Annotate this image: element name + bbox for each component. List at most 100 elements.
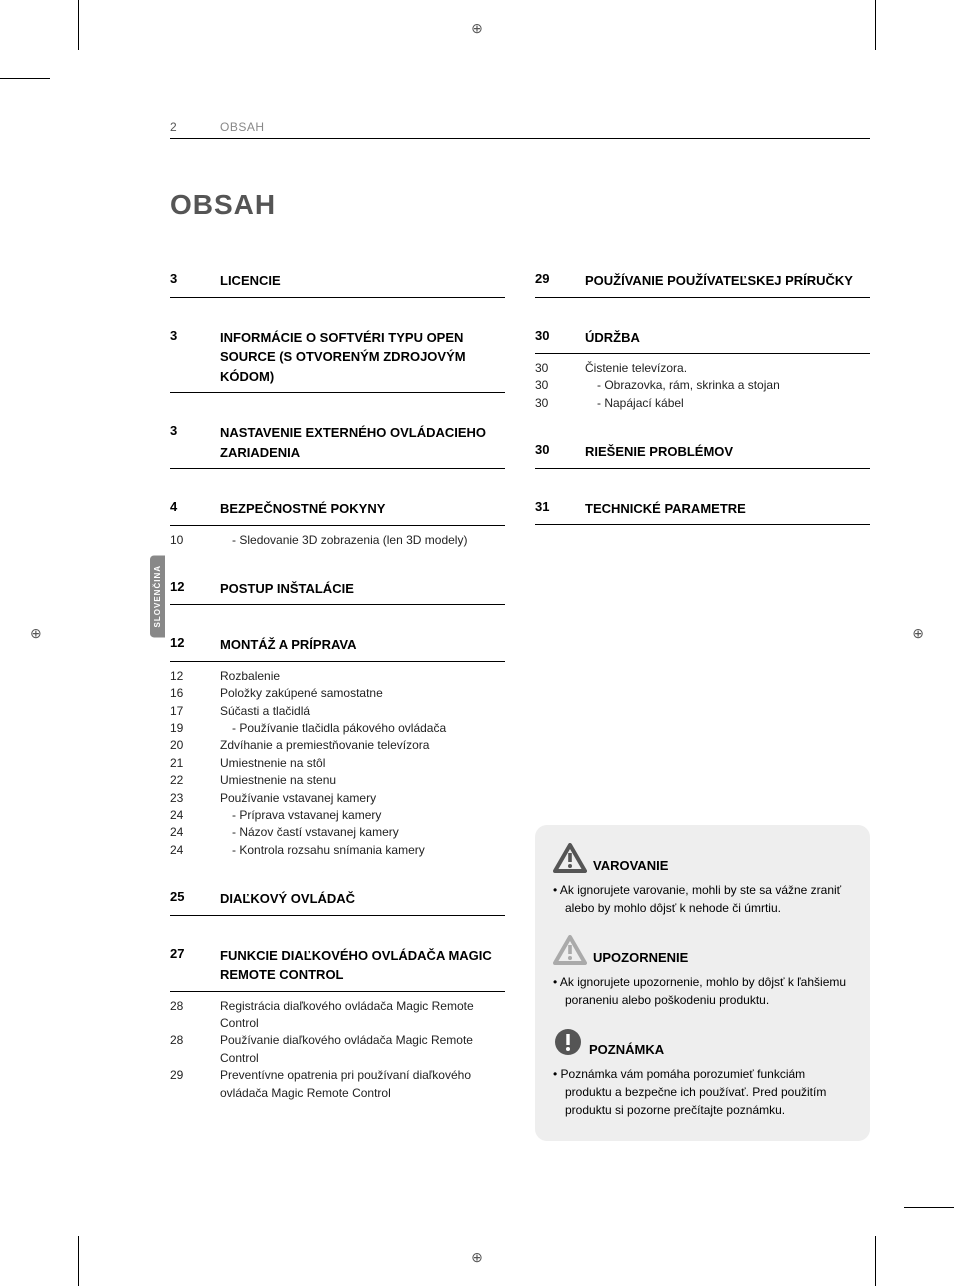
- toc-subitem-page: 17: [170, 703, 220, 720]
- toc-section-heading: 25DIAĽKOVÝ OVLÁDAČ: [170, 889, 505, 916]
- toc-section-title: LICENCIE: [220, 271, 281, 291]
- language-tab: SLOVENČINA: [150, 555, 165, 637]
- toc-section-heading: 12MONTÁŽ A PRÍPRAVA: [170, 635, 505, 662]
- warning-text: Ak ignorujete varovanie, mohli by ste sa…: [553, 881, 852, 917]
- toc-section-page: 25: [170, 889, 220, 909]
- toc-section-heading: 3NASTAVENIE EXTERNÉHO OVLÁDACIEHO ZARIAD…: [170, 423, 505, 469]
- crop-mark: [78, 1236, 79, 1286]
- caution-text: Ak ignorujete upozornenie, mohlo by dôjs…: [553, 973, 852, 1009]
- toc-subitem: 28Používanie diaľkového ovládača Magic R…: [170, 1032, 505, 1067]
- caution-icon: [553, 935, 587, 965]
- note-text: Poznámka vám pomáha porozumieť funkciám …: [553, 1065, 852, 1119]
- toc-subitem: 20Zdvíhanie a premiestňovanie televízora: [170, 737, 505, 754]
- crop-mark: [875, 0, 876, 50]
- crop-mark: [904, 1207, 954, 1208]
- toc-section-page: 31: [535, 499, 585, 519]
- toc-section: 29POUŽÍVANIE POUŽÍVATEĽSKEJ PRÍRUČKY: [535, 271, 870, 298]
- toc-section: 3LICENCIE: [170, 271, 505, 298]
- toc-subitem-title: Používanie vstavanej kamery: [220, 790, 505, 807]
- toc-section-heading: 31TECHNICKÉ PARAMETRE: [535, 499, 870, 526]
- toc-subitem-page: 30: [535, 377, 585, 394]
- toc-subitem: 19Používanie tlačidla pákového ovládača: [170, 720, 505, 737]
- toc-subitem: 12Rozbalenie: [170, 668, 505, 685]
- toc-subitem-title: Kontrola rozsahu snímania kamery: [220, 842, 505, 859]
- toc-section-title: INFORMÁCIE O SOFTVÉRI TYPU OPEN SOURCE (…: [220, 328, 505, 387]
- toc-section-title: MONTÁŽ A PRÍPRAVA: [220, 635, 357, 655]
- toc-subitem-title: Čistenie televízora.: [585, 360, 870, 377]
- toc-section-title: BEZPEČNOSTNÉ POKYNY: [220, 499, 385, 519]
- toc-right-column: 29POUŽÍVANIE POUŽÍVATEĽSKEJ PRÍRUČKY 30ÚD…: [535, 271, 870, 1141]
- toc-section-heading: 3LICENCIE: [170, 271, 505, 298]
- toc-subitem-title: Súčasti a tlačidlá: [220, 703, 505, 720]
- toc-section-page: 3: [170, 271, 220, 291]
- toc-subitem-page: 22: [170, 772, 220, 789]
- note-title: POZNÁMKA: [589, 1042, 664, 1057]
- toc-columns: 3LICENCIE3INFORMÁCIE O SOFTVÉRI TYPU OPE…: [170, 271, 870, 1141]
- caution-block: UPOZORNENIE Ak ignorujete upozornenie, m…: [553, 935, 852, 1009]
- crop-mark: [78, 0, 79, 50]
- toc-section: 12MONTÁŽ A PRÍPRAVA 12Rozbalenie16Položky…: [170, 635, 505, 859]
- note-icon: [553, 1027, 583, 1057]
- toc-section: 27FUNKCIE DIAĽKOVÉHO OVLÁDAČA MAGIC REMO…: [170, 946, 505, 1102]
- toc-section-title: RIEŠENIE PROBLÉMOV: [585, 442, 733, 462]
- toc-section: 4BEZPEČNOSTNÉ POKYNY10Sledovanie 3D zobr…: [170, 499, 505, 549]
- registration-mark-right: ⊕: [912, 625, 924, 642]
- toc-section: 3NASTAVENIE EXTERNÉHO OVLÁDACIEHO ZARIAD…: [170, 423, 505, 469]
- toc-subitem-page: 10: [170, 532, 220, 549]
- toc-subitem-title: Sledovanie 3D zobrazenia (len 3D modely): [220, 532, 505, 549]
- toc-section-heading: 4BEZPEČNOSTNÉ POKYNY: [170, 499, 505, 526]
- toc-subitem-title: Názov častí vstavanej kamery: [220, 824, 505, 841]
- toc-subitem-page: 19: [170, 720, 220, 737]
- toc-subitem-title: Používanie diaľkového ovládača Magic Rem…: [220, 1032, 505, 1067]
- toc-section-title: POUŽÍVANIE POUŽÍVATEĽSKEJ PRÍRUČKY: [585, 271, 853, 291]
- toc-subitem: 23Používanie vstavanej kamery: [170, 790, 505, 807]
- toc-subitem-page: 30: [535, 395, 585, 412]
- toc-subitem-page: 28: [170, 998, 220, 1033]
- toc-subitem-page: 24: [170, 842, 220, 859]
- toc-subitem-page: 29: [170, 1067, 220, 1102]
- toc-subitem-page: 20: [170, 737, 220, 754]
- note-block: POZNÁMKA Poznámka vám pomáha porozumieť …: [553, 1027, 852, 1119]
- toc-subitem-title: Položky zakúpené samostatne: [220, 685, 505, 702]
- toc-section-page: 30: [535, 328, 585, 348]
- toc-section-title: POSTUP INŠTALÁCIE: [220, 579, 354, 599]
- registration-mark-top: ⊕: [471, 20, 483, 37]
- toc-section-title: DIAĽKOVÝ OVLÁDAČ: [220, 889, 355, 909]
- toc-subitem-title: Rozbalenie: [220, 668, 505, 685]
- toc-subitem: 30Čistenie televízora.: [535, 360, 870, 377]
- crop-mark: [875, 1236, 876, 1286]
- toc-section-heading: 30ÚDRŽBA: [535, 328, 870, 355]
- toc-subitem-page: 24: [170, 807, 220, 824]
- toc-subitem-title: Zdvíhanie a premiestňovanie televízora: [220, 737, 505, 754]
- toc-subitem: 24Názov častí vstavanej kamery: [170, 824, 505, 841]
- toc-section-title: TECHNICKÉ PARAMETRE: [585, 499, 746, 519]
- caution-title: UPOZORNENIE: [593, 950, 688, 965]
- toc-section-page: 3: [170, 328, 220, 387]
- registration-mark-bottom: ⊕: [471, 1249, 483, 1266]
- registration-mark-left: ⊕: [30, 625, 42, 642]
- toc-subitem-page: 21: [170, 755, 220, 772]
- notice-box: VAROVANIE Ak ignorujete varovanie, mohli…: [535, 825, 870, 1141]
- toc-subitem-page: 12: [170, 668, 220, 685]
- toc-section-page: 3: [170, 423, 220, 462]
- toc-section-title: NASTAVENIE EXTERNÉHO OVLÁDACIEHO ZARIADE…: [220, 423, 505, 462]
- toc-section: 30RIEŠENIE PROBLÉMOV: [535, 442, 870, 469]
- toc-subitem: 24Príprava vstavanej kamery: [170, 807, 505, 824]
- toc-subitem: 17Súčasti a tlačidlá: [170, 703, 505, 720]
- toc-section-heading: 30RIEŠENIE PROBLÉMOV: [535, 442, 870, 469]
- toc-section-page: 30: [535, 442, 585, 462]
- toc-subitem-title: Príprava vstavanej kamery: [220, 807, 505, 824]
- toc-subitem: 24Kontrola rozsahu snímania kamery: [170, 842, 505, 859]
- toc-subitem: 28Registrácia diaľkového ovládača Magic …: [170, 998, 505, 1033]
- crop-mark: [0, 78, 50, 79]
- toc-subitem: 21Umiestnenie na stôl: [170, 755, 505, 772]
- warning-title: VAROVANIE: [593, 858, 668, 873]
- page-title: OBSAH: [170, 189, 870, 221]
- toc-left-column: 3LICENCIE3INFORMÁCIE O SOFTVÉRI TYPU OPE…: [170, 271, 505, 1141]
- header-section-label: OBSAH: [220, 120, 265, 134]
- toc-subitem: 16Položky zakúpené samostatne: [170, 685, 505, 702]
- toc-subitem-title: Obrazovka, rám, skrinka a stojan: [585, 377, 870, 394]
- toc-section-page: 4: [170, 499, 220, 519]
- toc-subitem-page: 16: [170, 685, 220, 702]
- toc-section: 25DIAĽKOVÝ OVLÁDAČ: [170, 889, 505, 916]
